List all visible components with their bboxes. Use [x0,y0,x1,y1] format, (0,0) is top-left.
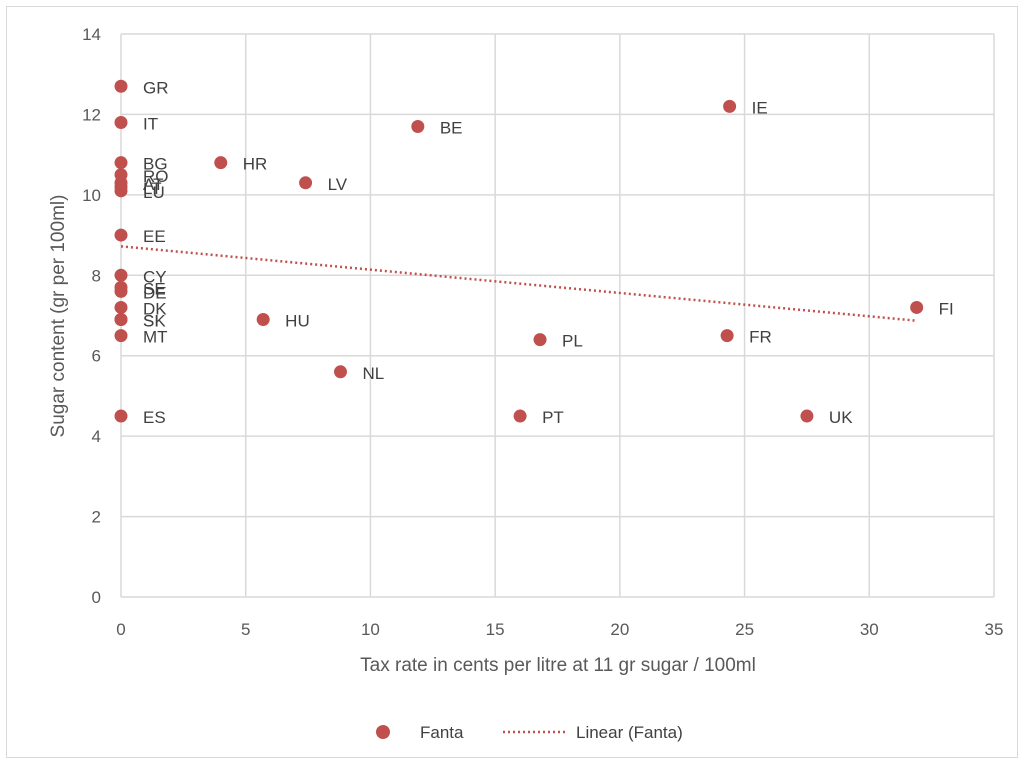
data-point-hu [256,313,270,327]
x-axis-title: Tax rate in cents per litre at 11 gr sug… [360,655,756,676]
data-label-si: SI [143,312,159,331]
data-label-ie: IE [752,98,768,117]
x-tick-label: 10 [361,620,380,639]
data-label-ro: RO [143,167,169,186]
x-tick-label: 35 [985,620,1004,639]
x-tick-label: 0 [116,620,125,639]
data-point-gr [114,79,128,93]
data-label-pt: PT [542,408,564,427]
data-point-hr [214,156,228,170]
data-label-be: BE [440,118,463,137]
chart-frame [6,6,1018,758]
data-point-mt [114,329,128,343]
data-label-it: IT [143,114,158,133]
y-tick-label: 2 [92,508,101,527]
data-label-dk: DK [143,299,167,318]
x-tick-label: 25 [735,620,754,639]
data-point-pt [513,409,527,423]
data-point-bg [114,156,128,170]
points-layer [114,79,924,423]
data-point-ee [114,228,128,242]
x-tick-label: 15 [486,620,505,639]
tick-labels-layer: 0 2 4 6 8 10 12 14 0 5 10 15 20 25 30 35 [82,25,1003,639]
data-point-pl [533,333,547,347]
x-tick-label: 30 [860,620,879,639]
y-tick-label: 10 [82,186,101,205]
data-point-cy [114,268,128,282]
data-point-lv [299,176,313,190]
y-tick-label: 8 [92,266,101,285]
data-label-bg: BG [143,155,168,174]
data-point-be [411,119,425,133]
data-point-fr [720,329,734,343]
data-label-cy: CY [143,267,167,286]
data-label-ee: EE [143,227,166,246]
data-point-ie [723,99,737,113]
data-point-sk [114,313,128,327]
data-label-at: AT [143,175,163,194]
y-tick-label: 4 [92,427,101,446]
data-point-dk [114,300,128,314]
data-point-es [114,409,128,423]
y-axis-title: Sugar content (gr per 100ml) [48,195,69,438]
data-point-nl [333,365,347,379]
data-label-gr: GR [143,78,169,97]
data-label-sk: SK [143,312,166,331]
x-tick-label: 20 [610,620,629,639]
legend-label-fanta: Fanta [420,723,464,742]
trendline-layer [120,245,917,322]
data-label-lt: LT [143,179,162,198]
data-label-hr: HR [243,155,268,174]
y-tick-label: 0 [92,588,101,607]
data-label-nl: NL [362,364,384,383]
data-label-fr: FR [749,328,772,347]
data-label-es: ES [143,408,166,427]
legend-label-trendline: Linear (Fanta) [576,723,683,742]
data-label-mt: MT [143,328,168,347]
data-label-pl: PL [562,332,583,351]
data-label-se: SE [143,279,166,298]
trendline [120,245,917,322]
data-point-uk [800,409,814,423]
data-label-fi: FI [939,299,954,318]
y-tick-label: 6 [92,347,101,366]
data-label-de: DE [143,283,167,302]
data-label-lv: LV [328,175,348,194]
data-label-uk: UK [829,408,853,427]
data-point-fi [910,300,924,314]
y-tick-label: 14 [82,25,101,44]
legend-marker-fanta [376,725,390,739]
data-point-de [114,284,128,298]
data-label-hu: HU [285,312,310,331]
legend: Fanta Linear (Fanta) [376,723,683,742]
data-point-lu [114,184,128,198]
x-tick-label: 5 [241,620,250,639]
data-label-lu: LU [143,183,165,202]
y-tick-label: 12 [82,105,101,124]
data-point-it [114,115,128,129]
